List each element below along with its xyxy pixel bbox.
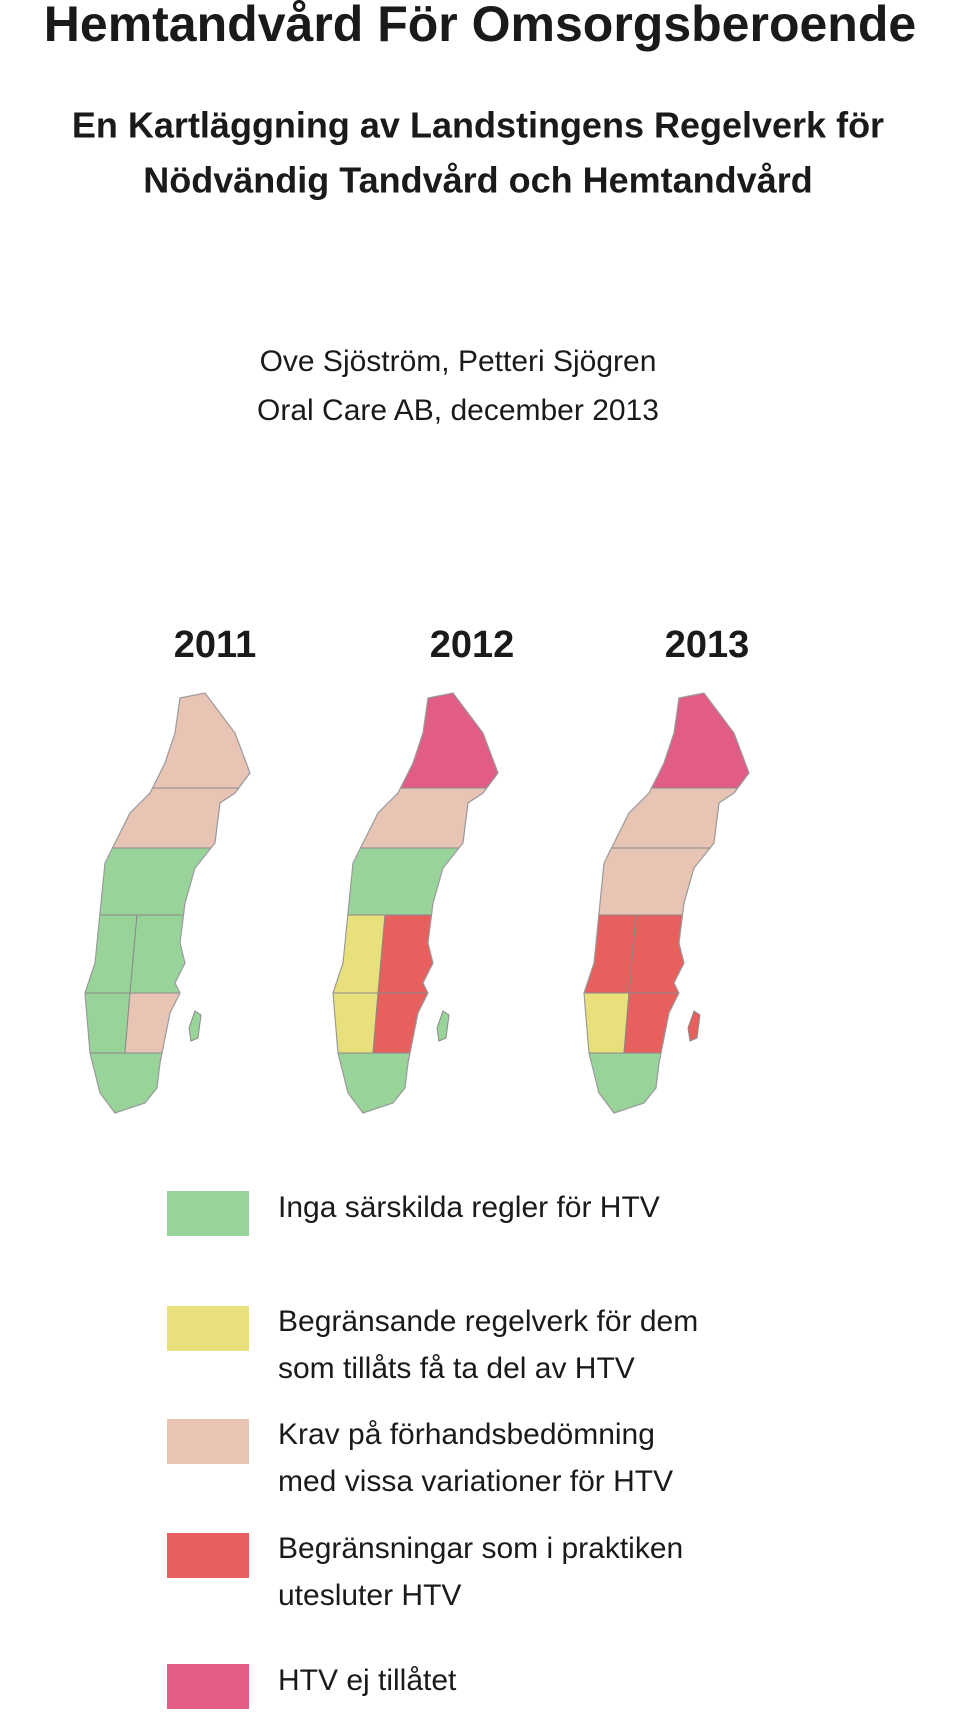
region [584,1052,749,1113]
year-label: 2012 [430,624,515,666]
map-outline [84,692,251,1114]
legend-label: HTV ej tillåtet [278,1664,457,1697]
map-outline [332,692,499,1114]
region [85,992,131,1054]
affiliation: Oral Care AB, december 2013 [257,394,659,427]
map-regions [333,693,498,1113]
legend-label: med vissa variationer för HTV [278,1465,673,1498]
legend-swatch [167,1191,249,1236]
subtitle: Nödvändig Tandvård och Hemtandvård [143,160,812,201]
legend-label: Begränsningar som i praktiken [278,1532,683,1565]
legend-label: Krav på förhandsbedömning [278,1418,655,1451]
map-regions [85,693,250,1113]
year-label: 2011 [174,624,256,666]
year-label: 2013 [665,624,750,666]
map-outline [583,692,750,1114]
region [85,693,250,789]
region [129,914,250,994]
region [85,1052,250,1113]
title: Hemtandvård För Omsorgsberoende [44,0,916,52]
island [436,1010,450,1042]
legend-label: som tillåts få ta del av HTV [278,1352,635,1385]
region [628,914,749,994]
island [687,1010,701,1042]
region [333,1052,498,1113]
legend-label: Inga särskilda regler för HTV [278,1191,660,1224]
legend-swatch [167,1533,249,1578]
region [372,992,498,1054]
legend-swatch [167,1419,249,1464]
legend-swatch [167,1306,249,1351]
legend-swatch [167,1664,249,1709]
map [332,692,499,1114]
subtitle: En Kartläggning av Landstingens Regelver… [72,105,884,146]
region [584,847,749,916]
island [188,1010,202,1042]
region [623,992,749,1054]
region [333,992,379,1054]
map [84,692,251,1114]
region [333,693,498,789]
region [377,914,498,994]
region [85,847,250,916]
authors: Ove Sjöström, Petteri Sjögren [260,345,657,378]
region [584,914,637,994]
region [85,914,138,994]
map [583,692,750,1114]
legend-label: Begränsande regelverk för dem [278,1305,698,1338]
region [124,992,250,1054]
legend-label: utesluter HTV [278,1579,461,1612]
region [584,992,630,1054]
region [333,847,498,916]
map-regions [584,693,749,1113]
region [333,914,386,994]
region [584,693,749,789]
